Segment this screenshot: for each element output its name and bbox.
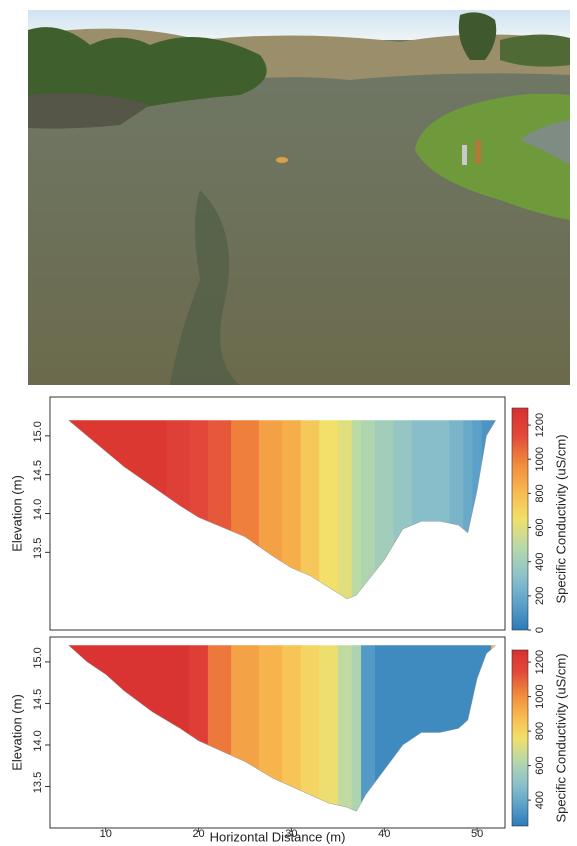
conductivity-strip (96, 420, 116, 599)
conductivity-strip (375, 645, 395, 812)
dark-plume (170, 190, 240, 385)
conductivity-strip (472, 645, 483, 812)
x-tick-label: 30 (285, 828, 297, 840)
conductivity-strip (282, 420, 302, 599)
conductivity-strip (463, 420, 473, 599)
bushes-right (500, 34, 570, 67)
colorbar-tick-label: 600 (534, 518, 546, 536)
y-tick-label: 13.5 (32, 538, 44, 559)
colorbar-tick-label: 800 (534, 484, 546, 502)
conductivity-strip (449, 645, 464, 812)
y-tick-label: 15.0 (32, 421, 44, 442)
conductivity-strip (412, 420, 432, 599)
conductivity-strip (282, 645, 302, 812)
river-photo (28, 10, 570, 385)
conductivity-strip (491, 420, 496, 599)
colorbar-tick-label: 1000 (534, 447, 546, 471)
y-tick-label: 14.5 (32, 689, 44, 710)
conductivity-strip (258, 420, 283, 599)
conductivity-strip (68, 420, 79, 599)
x-tick-label: 10 (100, 828, 112, 840)
conductivity-strip (300, 645, 320, 812)
conductivity-strip (337, 420, 353, 599)
conductivity-strip (115, 420, 139, 599)
conductivity-strip (472, 420, 483, 599)
colorbar-tick-label: 1200 (534, 413, 546, 437)
y-tick-label: 14.0 (32, 499, 44, 520)
conductivity-strip (491, 645, 496, 812)
conductivity-strip (361, 420, 376, 599)
conductivity-strip (375, 420, 395, 599)
x-tick-label: 40 (378, 828, 390, 840)
y-tick-label: 15.0 (32, 647, 44, 668)
conductivity-strip (393, 645, 413, 812)
conductivity-strip (68, 645, 79, 812)
colorbar (511, 407, 529, 631)
channel-bed (68, 420, 496, 600)
conductivity-strip (449, 420, 464, 599)
conductivity-strip (430, 420, 450, 599)
conductivity-strip (351, 420, 362, 599)
tree-right (458, 12, 497, 61)
conductivity-strip (115, 645, 139, 812)
colorbar-tick-label: 400 (534, 553, 546, 571)
conductivity-strip (207, 420, 232, 599)
conductivity-strip (481, 645, 492, 812)
conductivity-strip (207, 645, 232, 812)
conductivity-field (68, 420, 496, 599)
left-shore (28, 92, 150, 129)
conductivity-strip (96, 645, 116, 812)
conductivity-strip (231, 420, 260, 599)
colorbar-tick-label: 0 (534, 627, 546, 633)
y-tick-label: 14.0 (32, 730, 44, 751)
y-tick-label: 14.5 (32, 460, 44, 481)
conductivity-strip (189, 645, 209, 812)
conductivity-strip (319, 420, 339, 599)
colorbar-tick-label: 800 (534, 722, 546, 740)
x-axis-label: Horizontal Distance (m) (210, 829, 346, 844)
colorbar (511, 649, 529, 827)
colorbar-label: Specific Conductivity (uS/cm) (553, 434, 568, 603)
colorbar-tick-label: 200 (534, 587, 546, 605)
conductivity-strip (463, 645, 473, 812)
person (462, 145, 467, 165)
person (475, 140, 481, 164)
conductivity-strip (166, 420, 190, 599)
conductivity-strip (77, 645, 97, 812)
plot-frame (49, 636, 506, 829)
colorbar-tick-label: 600 (534, 756, 546, 774)
trees-left (28, 27, 267, 111)
conductivity-strip (138, 420, 167, 599)
conductivity-strip (337, 645, 353, 812)
colorbar-tick-label: 1000 (534, 684, 546, 708)
conductivity-strip (393, 420, 413, 599)
right-bank-grass (415, 93, 570, 220)
side-channel (520, 120, 570, 165)
conductivity-strip (351, 645, 362, 812)
channel-bed (68, 645, 496, 812)
y-axis-label: Elevation (m) (9, 694, 24, 771)
conductivity-strip (138, 645, 167, 812)
conductivity-strip (300, 420, 320, 599)
kayak (276, 157, 288, 163)
conductivity-strip (481, 420, 492, 599)
colorbar-label: Specific Conductivity (uS/cm) (553, 653, 568, 822)
y-axis-label: Elevation (m) (9, 475, 24, 552)
colorbar-tick-label: 400 (534, 791, 546, 809)
conductivity-strip (258, 645, 283, 812)
conductivity-strip (319, 645, 339, 812)
conductivity-strip (361, 645, 376, 812)
x-tick-label: 50 (471, 828, 483, 840)
y-tick-label: 13.5 (32, 772, 44, 793)
conductivity-strip (77, 420, 97, 599)
colorbar-tick-label: 1200 (534, 650, 546, 674)
x-tick-label: 20 (192, 828, 204, 840)
conductivity-strip (231, 645, 260, 812)
